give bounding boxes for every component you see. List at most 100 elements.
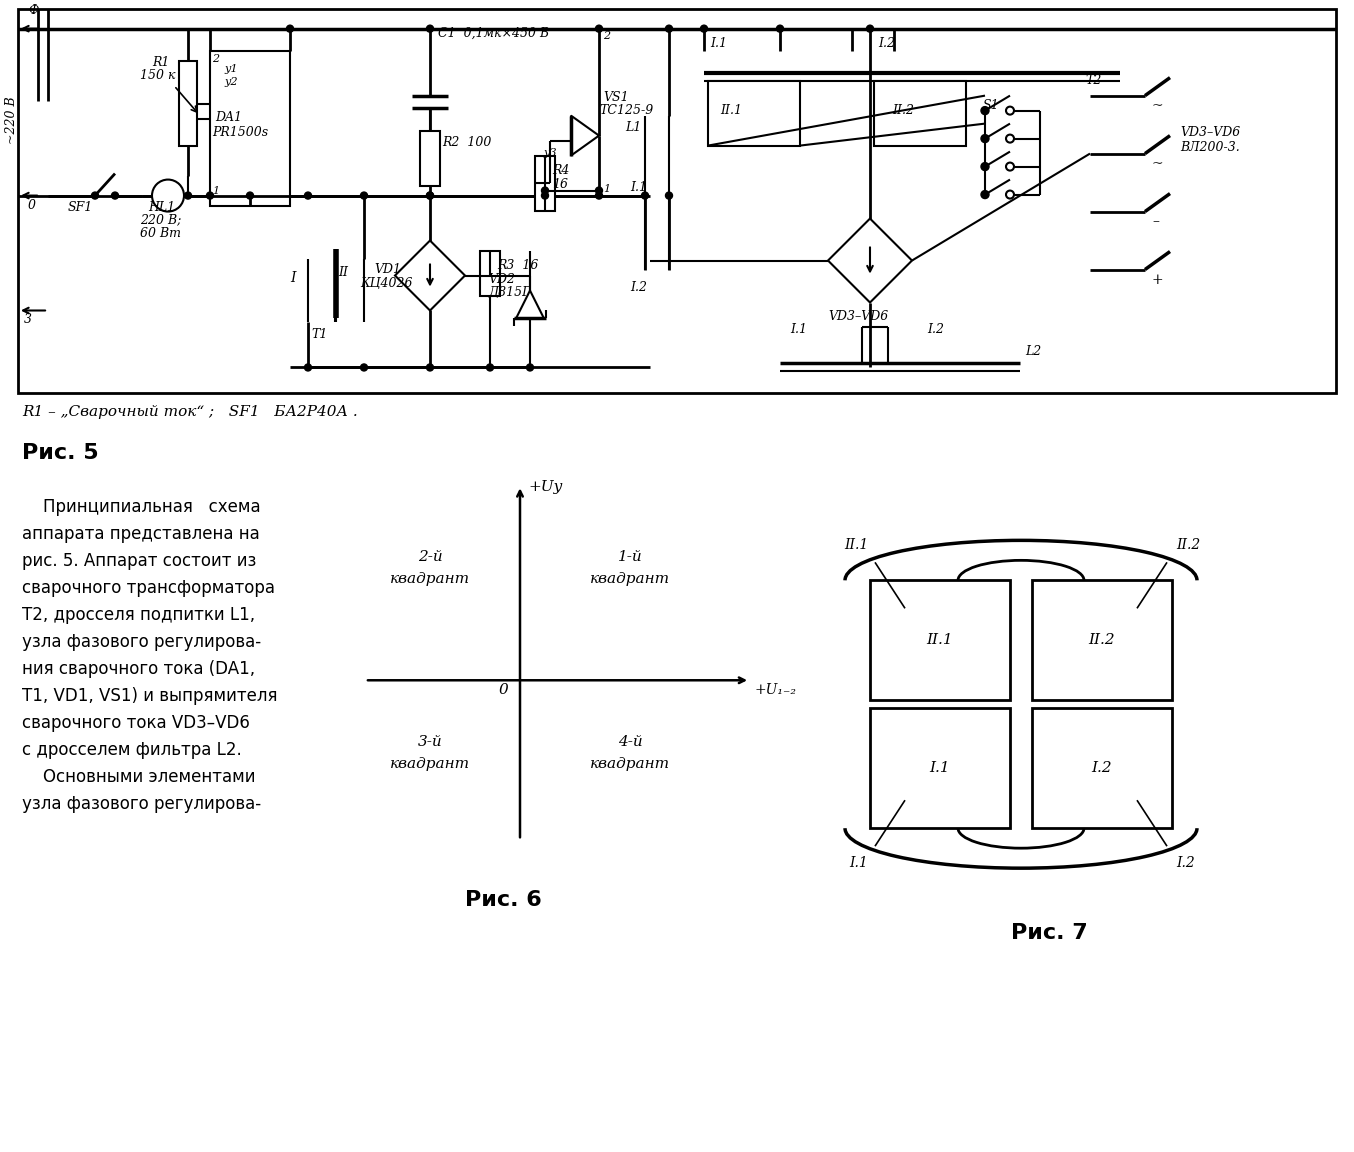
Text: Д815Г: Д815Г	[487, 286, 531, 298]
Circle shape	[542, 187, 548, 194]
Text: II.2: II.2	[1177, 538, 1200, 552]
Text: 0: 0	[498, 683, 508, 697]
Text: HL1: HL1	[148, 200, 175, 213]
Bar	[873, 81, 965, 145]
Text: T2: T2	[1085, 74, 1101, 86]
Bar	[535, 156, 555, 211]
Text: R1: R1	[152, 55, 169, 69]
Circle shape	[184, 192, 191, 199]
Text: R1 – „Сварочный ток“ ;   SF1   БА2Р40А .: R1 – „Сварочный ток“ ; SF1 БА2Р40А .	[22, 406, 357, 419]
Text: VD3–VD6: VD3–VD6	[829, 311, 888, 324]
Circle shape	[867, 25, 873, 32]
Circle shape	[92, 192, 99, 199]
Circle shape	[1006, 162, 1014, 170]
Circle shape	[666, 25, 673, 32]
Bar	[1032, 708, 1173, 828]
Circle shape	[360, 364, 367, 371]
Text: +: +	[1152, 273, 1163, 287]
Text: II.1: II.1	[844, 538, 868, 552]
Circle shape	[427, 192, 433, 199]
Text: VD2: VD2	[487, 273, 515, 286]
Circle shape	[1006, 107, 1014, 114]
Circle shape	[527, 364, 533, 371]
Text: I.1: I.1	[930, 761, 951, 775]
Text: Рис. 5: Рис. 5	[22, 444, 99, 463]
Text: ~220 В: ~220 В	[5, 97, 19, 144]
Text: аппарата представлена на: аппарата представлена на	[22, 525, 260, 544]
Text: DA1: DA1	[215, 111, 242, 123]
Text: 16: 16	[552, 177, 567, 190]
Text: 2: 2	[213, 54, 219, 63]
Text: ~: ~	[1152, 157, 1163, 170]
Text: 220 В;: 220 В;	[139, 213, 181, 227]
Bar	[871, 581, 1010, 700]
Text: у3: у3	[543, 147, 556, 158]
Text: I.1: I.1	[709, 37, 727, 50]
Text: L2: L2	[1025, 346, 1041, 358]
Text: 60 Вт: 60 Вт	[139, 227, 181, 240]
Text: +Uу: +Uу	[528, 480, 562, 494]
Text: рис. 5. Аппарат состоит из: рис. 5. Аппарат состоит из	[22, 552, 256, 570]
Circle shape	[1006, 135, 1014, 143]
Text: ~: ~	[1152, 99, 1163, 113]
Text: II: II	[338, 265, 348, 279]
Circle shape	[305, 364, 311, 371]
Circle shape	[427, 364, 433, 371]
Circle shape	[287, 25, 294, 32]
Text: у2: у2	[223, 77, 237, 86]
Text: T1: T1	[311, 328, 328, 341]
Circle shape	[111, 192, 119, 199]
Text: 150 к: 150 к	[139, 69, 176, 82]
Circle shape	[305, 192, 311, 199]
Text: 1: 1	[603, 183, 611, 194]
Text: I.2: I.2	[877, 37, 895, 50]
Text: VD3–VD6: VD3–VD6	[1179, 126, 1240, 138]
Text: у1: у1	[223, 63, 237, 74]
Bar	[18, 9, 1336, 394]
Text: R2  100: R2 100	[441, 136, 492, 149]
Text: T1, VD1, VS1) и выпрямителя: T1, VD1, VS1) и выпрямителя	[22, 688, 278, 705]
Text: I.2: I.2	[1091, 761, 1113, 775]
Text: L1: L1	[626, 121, 642, 134]
Text: 3: 3	[24, 313, 32, 326]
Bar	[1032, 581, 1173, 700]
Text: I.1: I.1	[630, 181, 647, 194]
Text: Т2, дросселя подпитки L1,: Т2, дросселя подпитки L1,	[22, 606, 255, 624]
Circle shape	[666, 192, 673, 199]
Circle shape	[427, 25, 433, 32]
Text: Рис. 6: Рис. 6	[464, 890, 542, 910]
Text: сварочного трансформатора: сварочного трансформатора	[22, 579, 275, 598]
Circle shape	[982, 107, 988, 114]
Text: 3-й: 3-й	[417, 735, 443, 749]
Text: R3  16: R3 16	[497, 258, 539, 272]
Text: VS1: VS1	[603, 91, 628, 104]
Circle shape	[427, 192, 433, 199]
Text: SF1: SF1	[68, 200, 93, 213]
Text: 0: 0	[28, 198, 37, 212]
Text: узла фазового регулирова-: узла фазового регулирова-	[22, 795, 261, 813]
Circle shape	[152, 180, 184, 212]
Text: ВЛ200-3.: ВЛ200-3.	[1179, 141, 1240, 153]
Text: II.2: II.2	[1089, 634, 1116, 647]
Text: 1-й: 1-й	[617, 551, 642, 564]
Circle shape	[982, 162, 988, 170]
Circle shape	[982, 190, 988, 198]
Text: C1  0,1мк×450 В: C1 0,1мк×450 В	[437, 26, 550, 39]
Circle shape	[700, 25, 708, 32]
Text: –: –	[1152, 214, 1159, 228]
Circle shape	[246, 192, 253, 199]
Circle shape	[776, 25, 784, 32]
Text: S1: S1	[983, 99, 999, 112]
Circle shape	[207, 192, 214, 199]
Bar	[481, 250, 500, 296]
Text: +U₁₋₂: +U₁₋₂	[756, 683, 798, 697]
Text: 2-й: 2-й	[417, 551, 443, 564]
Text: Ф: Ф	[28, 3, 38, 16]
Text: R4: R4	[552, 164, 570, 176]
Text: I.2: I.2	[630, 281, 647, 294]
Bar	[871, 708, 1010, 828]
Text: сварочного тока VD3–VD6: сварочного тока VD3–VD6	[22, 714, 250, 733]
Text: I.2: I.2	[1177, 856, 1194, 870]
Bar	[179, 61, 196, 145]
Text: 1: 1	[213, 185, 219, 196]
